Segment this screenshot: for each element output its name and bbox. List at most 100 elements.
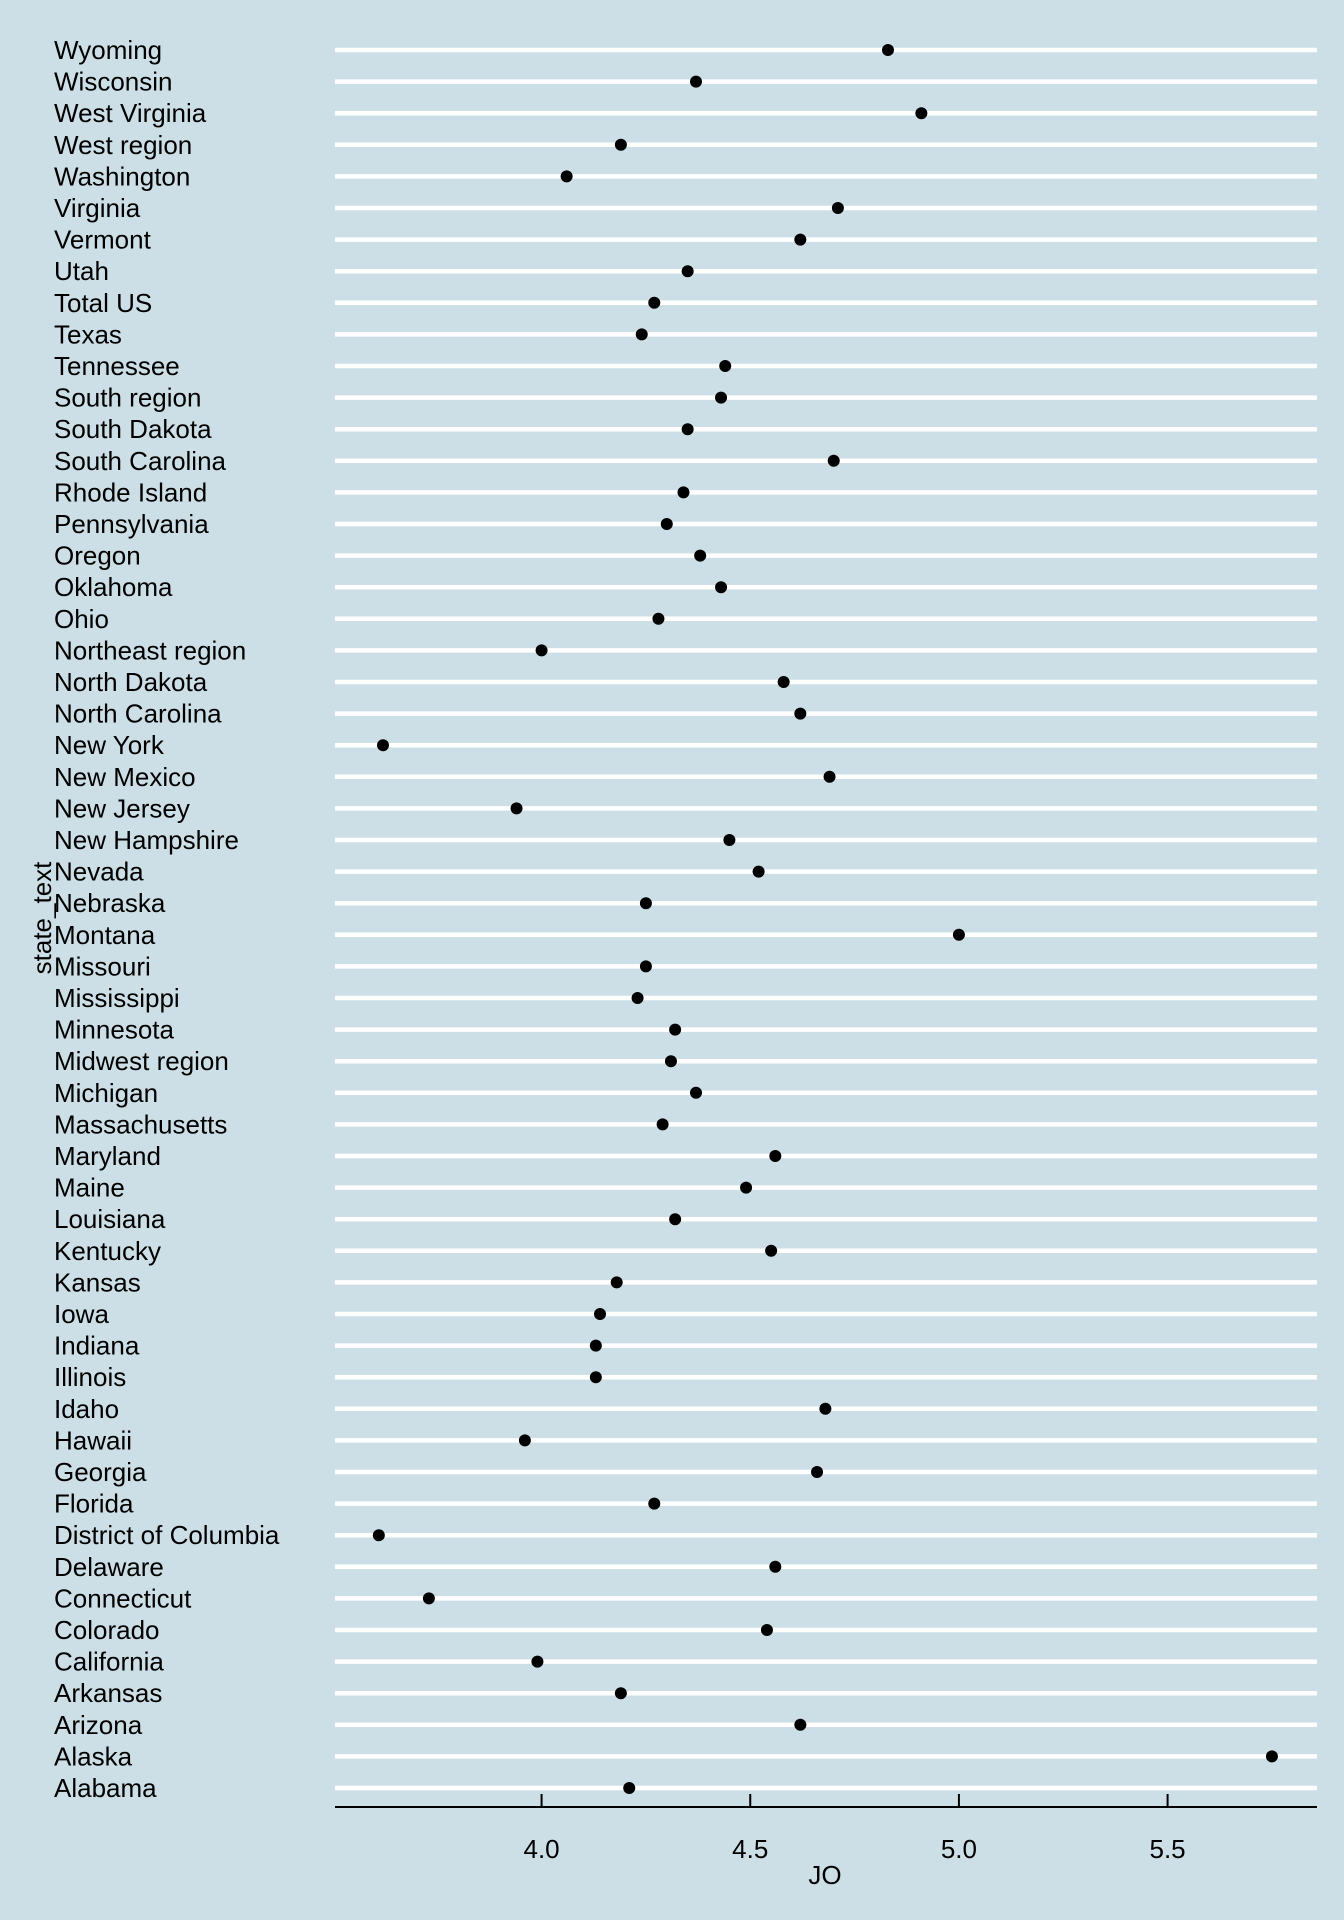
data-point xyxy=(765,1244,778,1257)
y-tick-label: Virginia xyxy=(54,193,141,223)
y-tick-label: Connecticut xyxy=(54,1583,192,1613)
y-tick-label: North Dakota xyxy=(54,667,208,697)
y-tick-label: Wisconsin xyxy=(54,67,172,97)
y-tick-label: West Virginia xyxy=(54,98,207,128)
y-tick-label: Michigan xyxy=(54,1078,158,1108)
y-tick-label: Colorado xyxy=(54,1615,160,1645)
data-point xyxy=(652,612,665,625)
data-point xyxy=(752,865,765,878)
y-tick-label: California xyxy=(54,1647,164,1677)
y-tick-label: Idaho xyxy=(54,1394,119,1424)
data-point xyxy=(623,1782,636,1794)
data-point xyxy=(631,992,644,1004)
data-point xyxy=(952,928,965,941)
y-tick-label: Nevada xyxy=(54,857,144,887)
data-point xyxy=(740,1181,753,1194)
y-tick-label: Maryland xyxy=(54,1141,161,1171)
y-tick-label: Ohio xyxy=(54,604,109,634)
y-tick-label: New Jersey xyxy=(54,793,190,823)
y-tick-label: Massachusetts xyxy=(54,1109,227,1139)
data-point xyxy=(681,423,694,436)
data-point xyxy=(777,676,790,688)
y-tick-label: Texas xyxy=(54,319,122,349)
data-point xyxy=(811,1466,824,1478)
data-point xyxy=(535,644,548,657)
data-point xyxy=(794,1718,807,1731)
data-point xyxy=(594,1308,607,1320)
data-point xyxy=(560,170,573,183)
data-point xyxy=(660,518,673,530)
data-point xyxy=(648,1497,661,1510)
y-tick-label: Nebraska xyxy=(54,888,166,918)
y-tick-label: South region xyxy=(54,383,201,413)
data-point xyxy=(648,296,661,309)
y-tick-label: New York xyxy=(54,730,165,760)
data-point xyxy=(664,1055,677,1068)
data-point xyxy=(823,770,836,783)
y-tick-label: District of Columbia xyxy=(54,1520,280,1550)
data-point xyxy=(915,107,928,120)
data-point xyxy=(715,581,728,594)
y-tick-label: Iowa xyxy=(54,1299,109,1329)
y-tick-label: Montana xyxy=(54,920,156,950)
data-point xyxy=(769,1560,782,1573)
data-point xyxy=(589,1339,602,1352)
data-point xyxy=(589,1371,602,1384)
data-point xyxy=(794,707,807,720)
x-tick-label: 4.0 xyxy=(524,1834,560,1864)
x-tick-label: 4.5 xyxy=(732,1834,768,1864)
y-tick-label: Arkansas xyxy=(54,1678,162,1708)
data-point xyxy=(669,1023,682,1036)
data-point xyxy=(639,960,652,973)
data-point xyxy=(614,1687,627,1700)
data-point xyxy=(819,1402,832,1415)
data-point xyxy=(610,1276,623,1289)
y-tick-label: Florida xyxy=(54,1489,134,1519)
y-tick-label: Arizona xyxy=(54,1710,143,1740)
data-point xyxy=(681,265,694,278)
data-point xyxy=(656,1118,669,1131)
y-tick-label: Maine xyxy=(54,1173,125,1203)
y-tick-label: Utah xyxy=(54,256,109,286)
data-point xyxy=(719,360,732,372)
x-tick-label: 5.0 xyxy=(941,1834,977,1864)
y-tick-label: Illinois xyxy=(54,1362,126,1392)
y-tick-label: Louisiana xyxy=(54,1204,166,1234)
data-point xyxy=(639,897,652,910)
y-tick-label: New Mexico xyxy=(54,762,196,792)
y-tick-label: New Hampshire xyxy=(54,825,239,855)
data-point xyxy=(689,75,702,88)
y-tick-label: Wyoming xyxy=(54,35,162,65)
y-tick-label: Minnesota xyxy=(54,1015,174,1045)
data-point xyxy=(1265,1750,1278,1763)
data-point xyxy=(677,486,690,499)
y-tick-label: South Dakota xyxy=(54,414,212,444)
y-tick-label: Alabama xyxy=(54,1773,157,1803)
data-point xyxy=(831,202,844,214)
y-tick-label: Kansas xyxy=(54,1267,141,1297)
x-tick-label: 5.5 xyxy=(1150,1834,1186,1864)
y-tick-label: Vermont xyxy=(54,225,152,255)
data-point xyxy=(531,1655,544,1668)
y-tick-label: Mississippi xyxy=(54,983,180,1013)
data-point xyxy=(510,802,523,815)
data-point xyxy=(715,391,728,404)
y-tick-label: Missouri xyxy=(54,951,151,981)
y-tick-label: Hawaii xyxy=(54,1425,132,1455)
y-tick-label: Kentucky xyxy=(54,1236,161,1266)
x-axis-title: JO xyxy=(808,1860,841,1890)
y-tick-label: Indiana xyxy=(54,1331,140,1361)
data-point xyxy=(794,233,807,246)
data-point xyxy=(635,328,648,341)
data-point xyxy=(760,1624,773,1636)
data-point xyxy=(723,834,736,846)
data-point xyxy=(694,549,707,562)
y-tick-label: Delaware xyxy=(54,1552,164,1582)
data-point xyxy=(614,138,627,151)
data-point xyxy=(422,1592,435,1605)
data-point xyxy=(376,739,389,752)
data-point xyxy=(518,1434,531,1447)
y-tick-label: North Carolina xyxy=(54,699,222,729)
y-tick-label: Tennessee xyxy=(54,351,180,381)
